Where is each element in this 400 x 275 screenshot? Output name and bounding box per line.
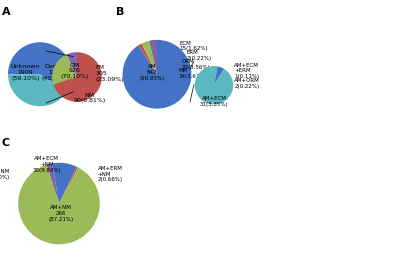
Wedge shape [52, 163, 77, 204]
Wedge shape [46, 163, 59, 204]
Text: AM+ECM
+ERM
1(0.11%): AM+ECM +ERM 1(0.11%) [234, 62, 259, 79]
Wedge shape [52, 54, 77, 84]
Wedge shape [142, 43, 157, 74]
Wedge shape [149, 40, 157, 74]
Text: B: B [116, 7, 124, 17]
Text: ECM+NM
7(2.30%): ECM+NM 7(2.30%) [0, 169, 10, 180]
Text: AM+NM
266
(87.21%): AM+NM 266 (87.21%) [48, 205, 74, 222]
Text: AM+ECM
+NM
30(9.84%): AM+ECM +NM 30(9.84%) [32, 156, 61, 173]
Wedge shape [123, 40, 191, 109]
Wedge shape [8, 74, 67, 106]
Text: MM
34(3.67%): MM 34(3.67%) [178, 68, 207, 79]
Wedge shape [18, 165, 100, 244]
Text: FM
305
(23.09%): FM 305 (23.09%) [96, 65, 124, 82]
Wedge shape [138, 43, 157, 74]
Wedge shape [67, 52, 77, 77]
Text: C: C [2, 138, 10, 147]
Wedge shape [59, 167, 78, 204]
Wedge shape [142, 41, 157, 74]
Text: AM+ORM
2(0.22%): AM+ORM 2(0.22%) [234, 78, 260, 89]
Text: ORM
33(3.56%): ORM 33(3.56%) [182, 59, 210, 70]
Text: OM
926
(70.10%): OM 926 (70.10%) [60, 62, 89, 79]
Text: A: A [2, 7, 11, 17]
Text: Certain
1321
(40.90%): Certain 1321 (40.90%) [42, 64, 70, 81]
Wedge shape [214, 66, 224, 85]
Text: ERM
2(0.22%): ERM 2(0.22%) [186, 50, 211, 61]
Wedge shape [53, 52, 102, 102]
Wedge shape [214, 66, 218, 85]
Text: Unknown
1909
(59.10%): Unknown 1909 (59.10%) [11, 64, 40, 81]
Wedge shape [195, 66, 233, 104]
Text: AM+ERM
+NM
2(0.66%): AM+ERM +NM 2(0.66%) [98, 166, 123, 182]
Text: AM
842
(90.93%): AM 842 (90.93%) [139, 64, 164, 81]
Wedge shape [8, 42, 72, 92]
Text: NM
90(6.81%): NM 90(6.81%) [73, 93, 106, 103]
Text: AM+ECM
31(3.35%): AM+ECM 31(3.35%) [200, 96, 228, 107]
Text: ECM
15(1.62%): ECM 15(1.62%) [179, 41, 208, 51]
